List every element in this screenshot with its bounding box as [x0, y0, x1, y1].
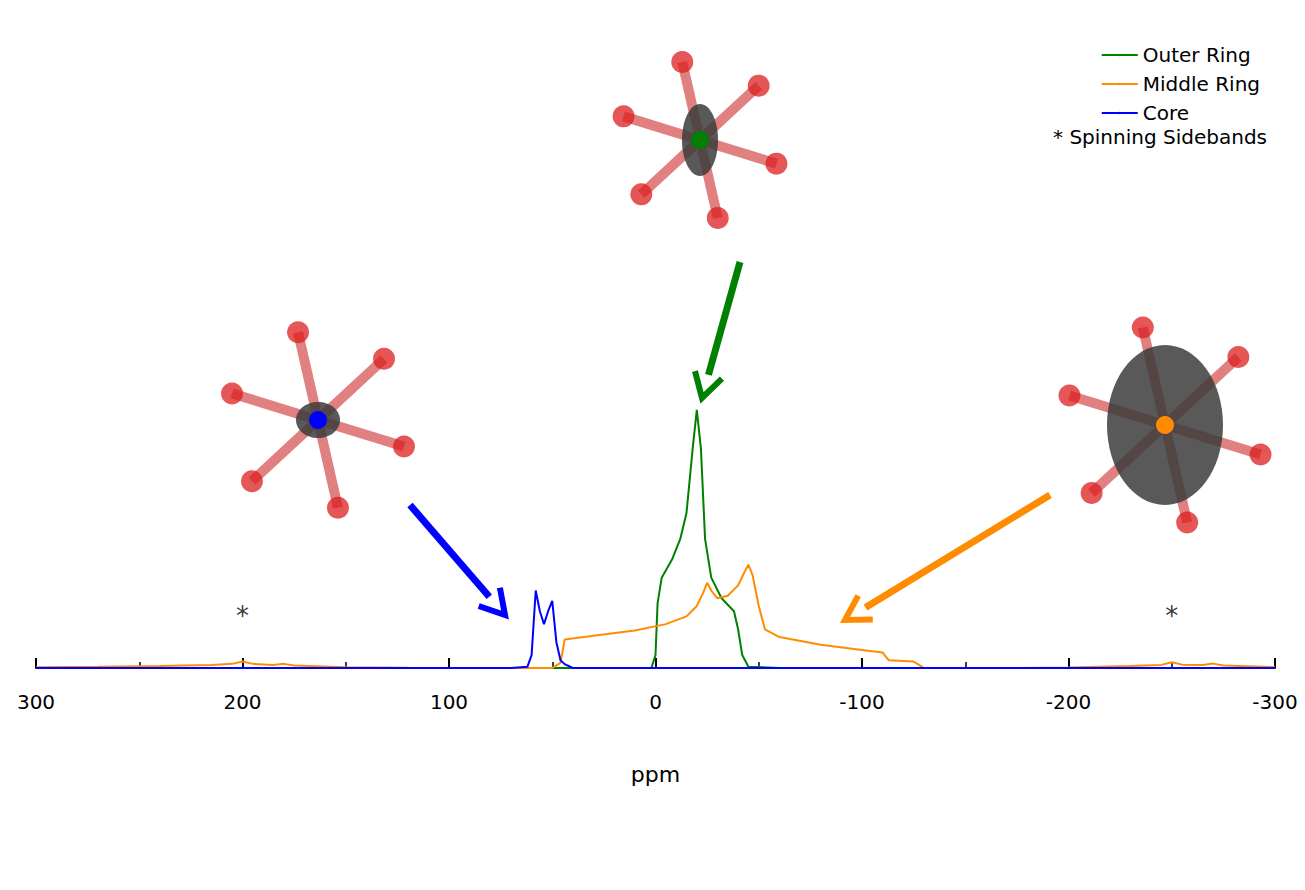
svg-text:ppm: ppm	[631, 762, 680, 787]
svg-text:-200: -200	[1046, 690, 1091, 714]
svg-text:Middle Ring: Middle Ring	[1143, 72, 1260, 96]
svg-text:300: 300	[17, 690, 55, 714]
svg-text:Outer Ring: Outer Ring	[1143, 43, 1251, 67]
svg-text:*: *	[1165, 601, 1178, 631]
svg-text:Core: Core	[1143, 101, 1189, 125]
svg-text:200: 200	[223, 690, 261, 714]
svg-text:-300: -300	[1252, 690, 1297, 714]
svg-text:0: 0	[649, 690, 662, 714]
svg-text:* Spinning Sidebands: * Spinning Sidebands	[1053, 125, 1267, 149]
svg-text:*: *	[236, 601, 249, 631]
svg-text:-100: -100	[839, 690, 884, 714]
svg-text:100: 100	[430, 690, 468, 714]
